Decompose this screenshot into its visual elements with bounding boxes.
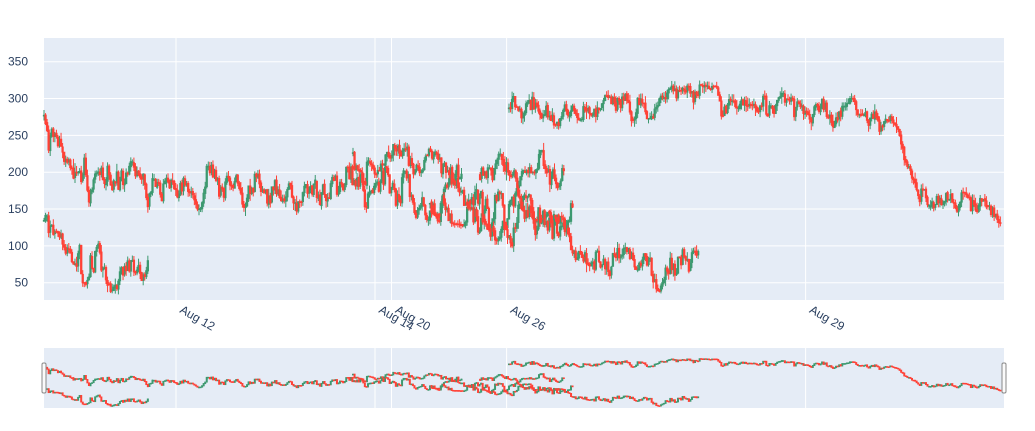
svg-text:350: 350 [8, 55, 28, 69]
svg-text:250: 250 [8, 128, 28, 142]
svg-text:150: 150 [8, 202, 28, 216]
svg-text:300: 300 [8, 92, 28, 106]
svg-text:100: 100 [8, 239, 28, 253]
svg-text:200: 200 [8, 165, 28, 179]
svg-text:50: 50 [15, 276, 29, 290]
